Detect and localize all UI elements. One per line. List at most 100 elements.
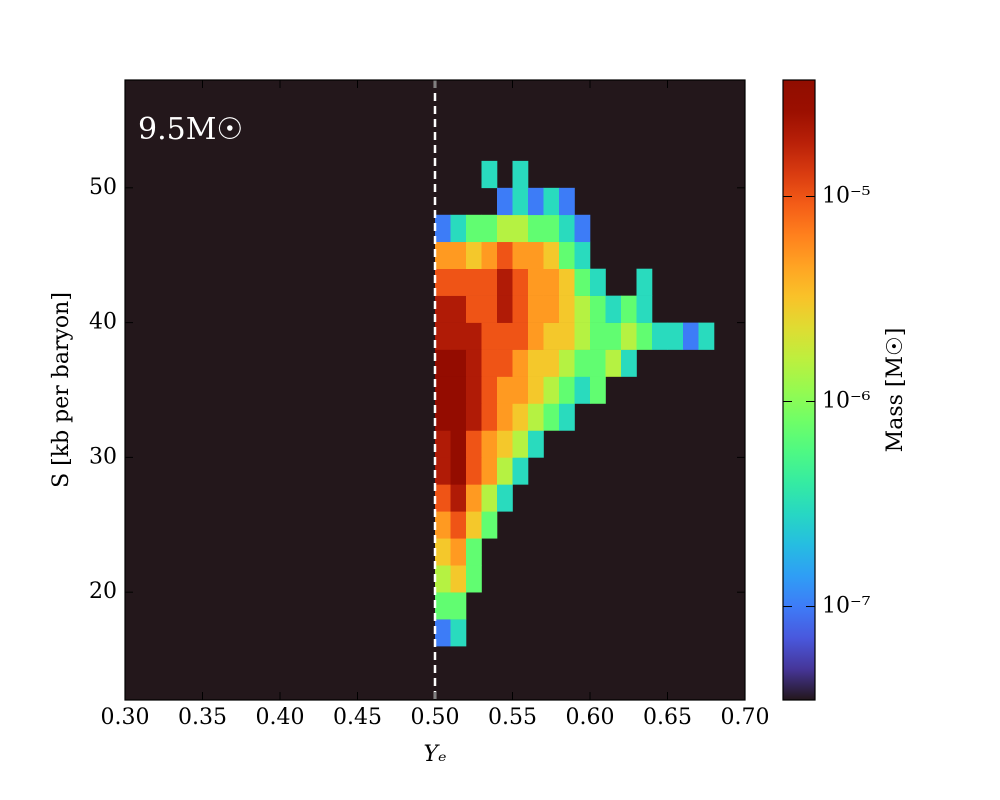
heatmap-cell [481, 268, 498, 296]
heatmap-cell [497, 322, 513, 350]
heatmap-cell [450, 430, 467, 458]
heatmap-cell [481, 484, 498, 512]
heatmap-cell [559, 241, 575, 269]
heatmap-cell [528, 295, 544, 323]
heatmap-cell [605, 349, 622, 377]
heatmap-cell [559, 322, 575, 350]
heatmap-cell [574, 295, 591, 323]
heatmap-cell [543, 376, 560, 404]
colorbar [782, 79, 816, 701]
heatmap-cell [481, 511, 498, 539]
colorbar-label: Mass [M☉] [883, 328, 908, 453]
heatmap-cell [512, 187, 529, 216]
heatmap-cell [512, 214, 529, 243]
heatmap-cell [466, 214, 482, 243]
heatmap-cell [435, 592, 451, 620]
heatmap-cell [621, 349, 637, 377]
heatmap-cell [466, 403, 482, 431]
heatmap-cell [435, 322, 451, 350]
heatmap-cell [435, 349, 451, 377]
heatmap-cell [574, 322, 591, 350]
heatmap-cell [636, 295, 653, 323]
heatmap-cell [621, 295, 637, 323]
heatmap-cell [574, 349, 591, 377]
heatmap-cell [450, 538, 467, 566]
heatmap-cell [466, 430, 482, 458]
heatmap-cell [466, 565, 482, 593]
heatmap-cell [481, 160, 498, 189]
heatmap-cell [559, 349, 575, 377]
heatmap-cell [435, 619, 451, 647]
heatmap-cell [450, 403, 467, 431]
heatmap-cell [450, 457, 467, 485]
heatmap-cell [574, 214, 591, 243]
x-tick-label: 0.70 [721, 705, 770, 730]
colorbar-tick-label: 10⁻⁵ [822, 183, 870, 208]
heatmap-cell [543, 295, 560, 323]
heatmap-cell [574, 376, 591, 404]
heatmap-cell [435, 565, 451, 593]
heatmap-cell [512, 376, 529, 404]
heatmap-cell [481, 349, 498, 377]
heatmap-cell [559, 403, 575, 431]
heatmap-cell [528, 268, 544, 296]
heatmap-cell [512, 322, 529, 350]
x-tick-label: 0.35 [178, 705, 227, 730]
heatmap-cell [605, 322, 622, 350]
plot-area [125, 80, 745, 700]
heatmap-cell [497, 403, 513, 431]
heatmap-cell [450, 349, 467, 377]
heatmap-cell [497, 430, 513, 458]
x-axis-label: Yₑ [423, 742, 446, 767]
heatmap-cell [590, 295, 606, 323]
heatmap-cell [512, 430, 529, 458]
heatmap-cell [450, 322, 467, 350]
heatmap-cell [590, 322, 606, 350]
heatmap-cell [497, 484, 513, 512]
heatmap-cell [466, 295, 482, 323]
heatmap-cell [497, 214, 513, 243]
heatmap-cell [497, 241, 513, 269]
y-tick-label: 50 [89, 175, 117, 200]
heatmap-cell [435, 457, 451, 485]
heatmap-cell [512, 295, 529, 323]
heatmap-cell [559, 187, 575, 216]
heatmap-cell [559, 295, 575, 323]
heatmap-cell [543, 187, 560, 216]
heatmap-cell [435, 403, 451, 431]
y-tick-label: 40 [89, 310, 117, 335]
heatmap-cell [512, 160, 529, 189]
x-tick-label: 0.55 [488, 705, 537, 730]
heatmap-cell [481, 241, 498, 269]
heatmap-cell [435, 295, 451, 323]
heatmap-cell [497, 376, 513, 404]
heatmap-cell [450, 241, 467, 269]
heatmap-cell [466, 322, 482, 350]
heatmap-cell [435, 268, 451, 296]
heatmap-cell [450, 214, 467, 243]
heatmap-cell [466, 511, 482, 539]
heatmap-cell [466, 484, 482, 512]
heatmap-cell [435, 430, 451, 458]
heatmap-cell [466, 376, 482, 404]
heatmap-cell [450, 484, 467, 512]
heatmap-cell [543, 268, 560, 296]
heatmap-cell [574, 241, 591, 269]
heatmap-cell [605, 295, 622, 323]
heatmap-cell [512, 241, 529, 269]
colorbar-tick-label: 10⁻⁶ [822, 389, 871, 414]
x-tick-label: 0.60 [566, 705, 615, 730]
heatmap-cell [683, 322, 699, 350]
heatmap-cell [543, 349, 560, 377]
heatmap-cell [481, 214, 498, 243]
heatmap-cell [497, 457, 513, 485]
heatmap-cell [435, 484, 451, 512]
heatmap-cell [698, 322, 715, 350]
heatmap-cell [481, 430, 498, 458]
x-tick-label: 0.65 [643, 705, 692, 730]
heatmap-cell [497, 295, 513, 323]
heatmap-cell [481, 322, 498, 350]
heatmap-cell [466, 538, 482, 566]
heatmap-cell [636, 268, 653, 296]
